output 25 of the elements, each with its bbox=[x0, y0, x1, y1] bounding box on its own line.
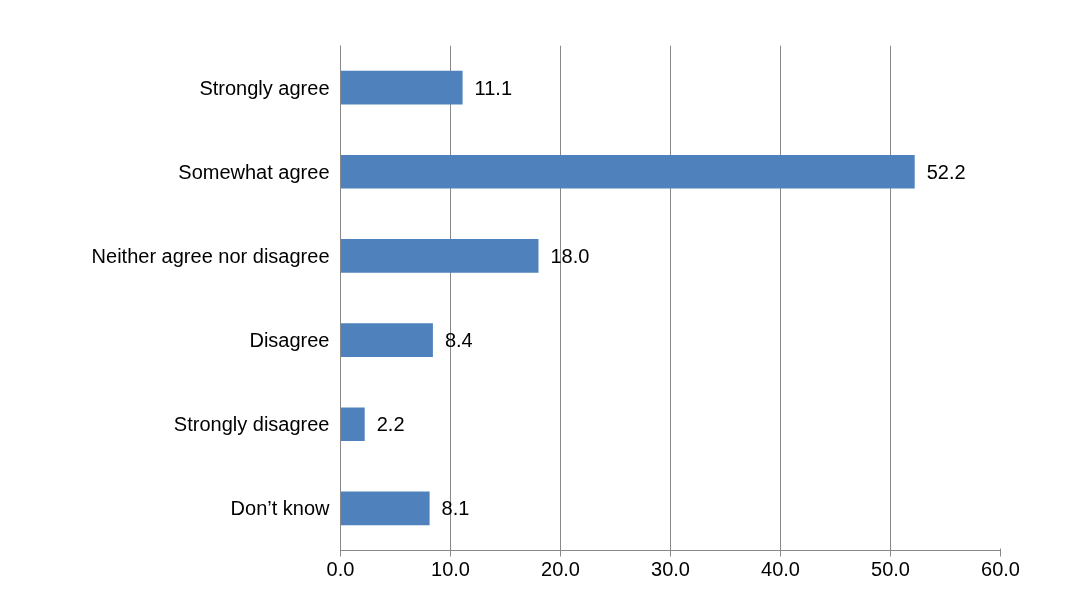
y-tick-label: Neither agree nor disagree bbox=[91, 244, 330, 267]
y-tick-label: Somewhat agree bbox=[178, 160, 330, 183]
data-label: 52.2 bbox=[926, 160, 966, 183]
x-tick-label: 60.0 bbox=[981, 557, 1020, 580]
x-tick-label: 0.0 bbox=[326, 557, 355, 580]
data-label: 2.2 bbox=[376, 413, 405, 436]
y-tick-label: Disagree bbox=[249, 329, 330, 352]
y-tick-label: Don’t know bbox=[230, 497, 331, 520]
bar bbox=[340, 491, 430, 526]
bar bbox=[340, 239, 539, 273]
bar bbox=[340, 70, 463, 105]
y-tick-label: Strongly disagree bbox=[173, 413, 330, 436]
x-tick-label: 30.0 bbox=[651, 557, 690, 580]
bar bbox=[340, 154, 915, 189]
data-label: 18.0 bbox=[550, 244, 590, 267]
data-label: 8.4 bbox=[444, 329, 473, 352]
x-tick-label: 40.0 bbox=[761, 557, 800, 580]
x-tick-label: 50.0 bbox=[871, 557, 910, 580]
data-label: 11.1 bbox=[474, 76, 513, 99]
y-tick-label: Strongly agree bbox=[199, 76, 330, 99]
x-tick-label: 20.0 bbox=[541, 557, 580, 580]
bar bbox=[340, 407, 365, 442]
x-tick-label: 10.0 bbox=[431, 557, 470, 580]
bar bbox=[340, 323, 433, 357]
data-label: 8.1 bbox=[441, 497, 470, 520]
